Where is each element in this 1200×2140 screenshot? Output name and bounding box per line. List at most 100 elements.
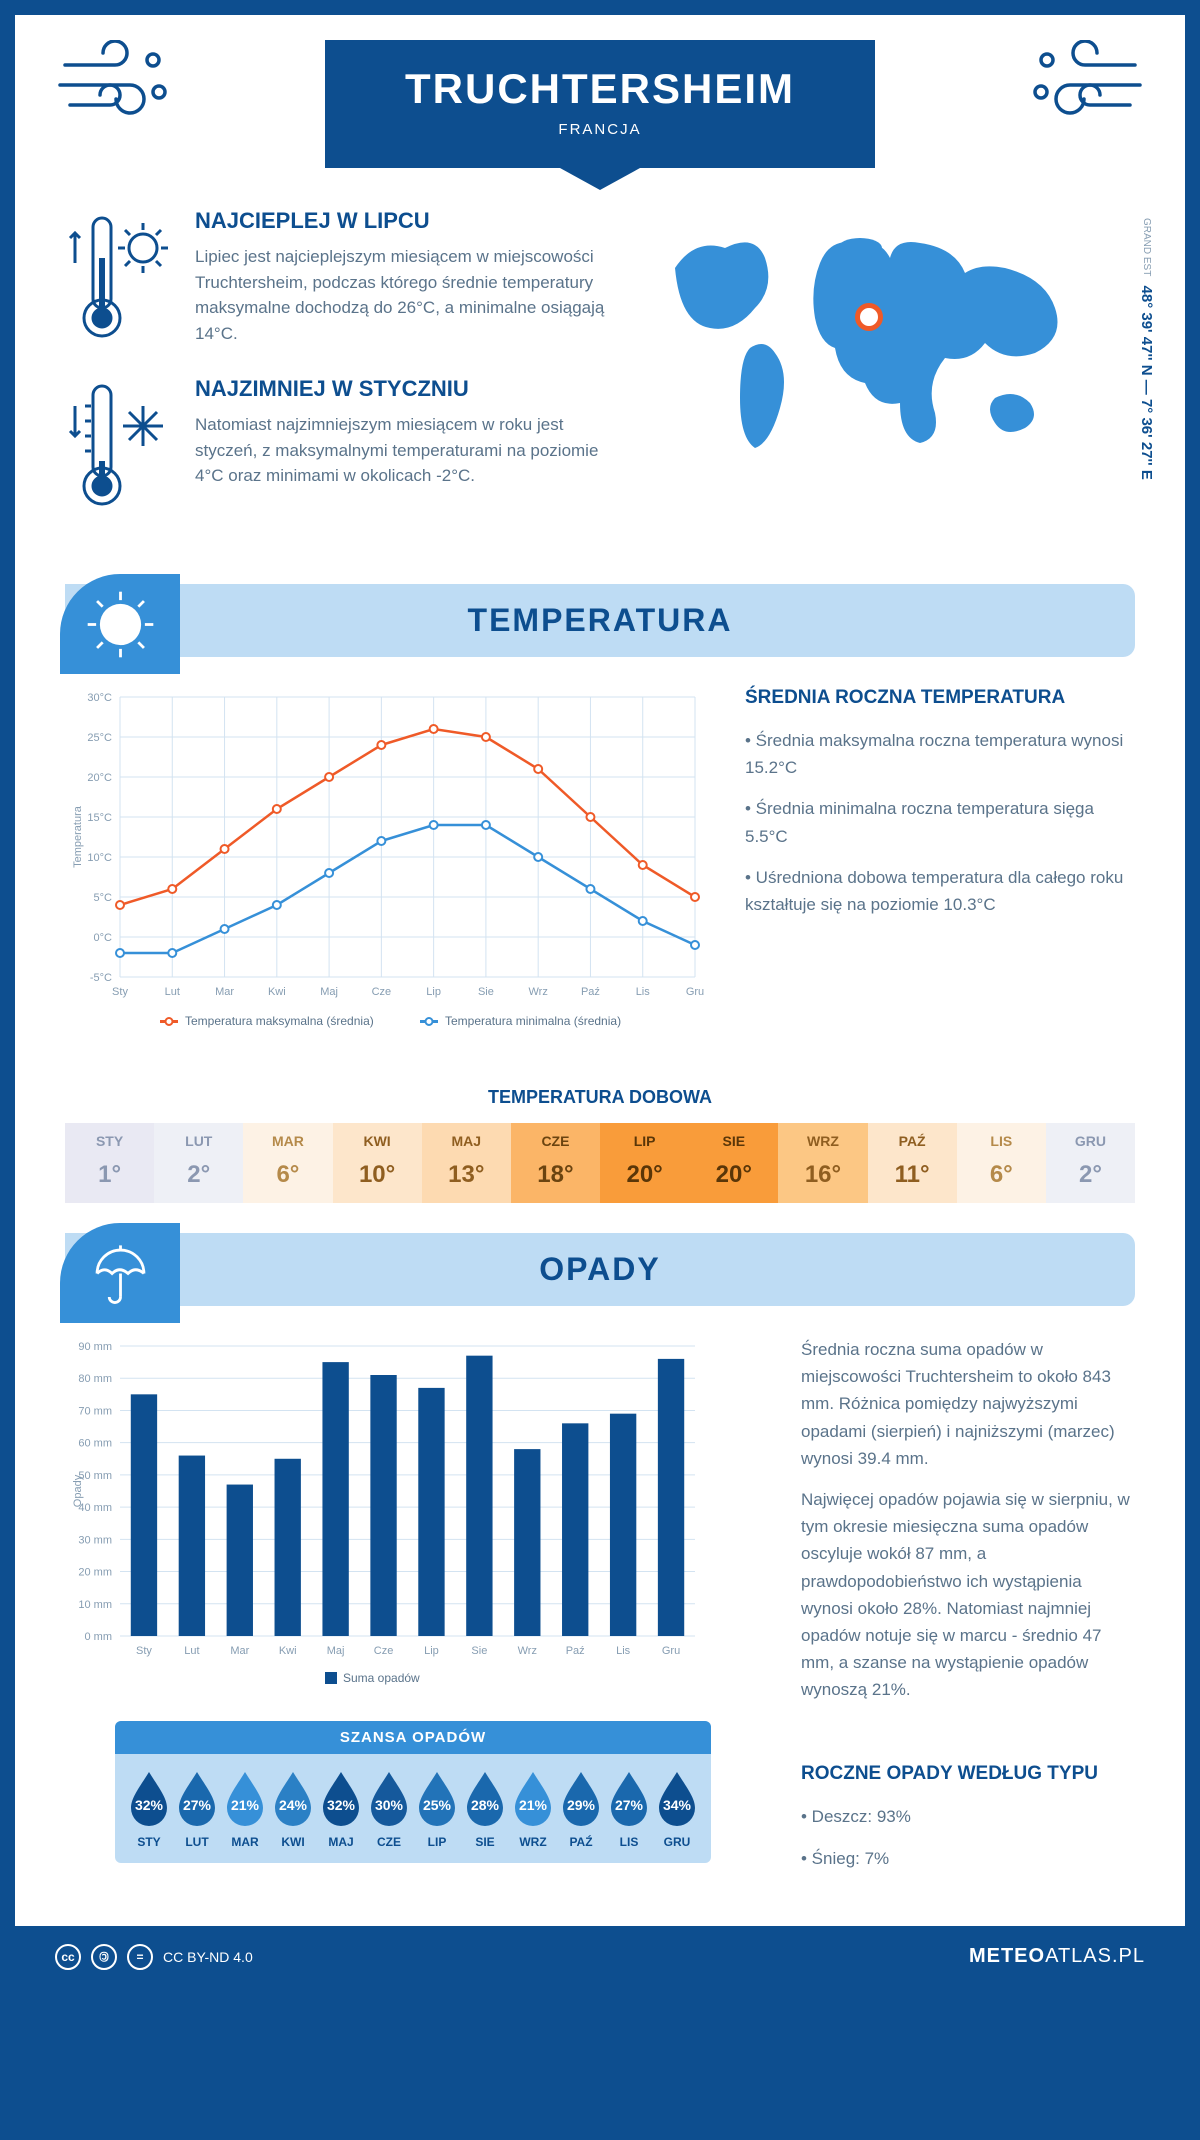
svg-text:25%: 25%	[423, 1797, 452, 1813]
daily-temp-cell: STY1°	[65, 1123, 154, 1203]
svg-text:25°C: 25°C	[87, 732, 112, 744]
svg-text:-5°C: -5°C	[90, 972, 112, 984]
svg-text:Temperatura maksymalna (średni: Temperatura maksymalna (średnia)	[185, 1014, 374, 1028]
temperature-line-chart: -5°C 0°C 5°C 10°C 15°C 20°C 25°C 30°C Sty Lut Mar K…	[65, 687, 705, 1047]
daily-temp-cell: CZE18°	[511, 1123, 600, 1203]
title-banner: TRUCHTERSHEIM FRANCJA	[325, 40, 875, 168]
precip-chance-drop: 27%LUT	[173, 1768, 221, 1849]
svg-text:0 mm: 0 mm	[85, 1631, 113, 1643]
precip-type-title: ROCZNE OPADY WEDŁUG TYPU	[801, 1763, 1135, 1785]
temp-bullet: • Średnia maksymalna roczna temperatura …	[745, 727, 1135, 781]
svg-text:Kwi: Kwi	[268, 986, 286, 998]
svg-text:24%: 24%	[279, 1797, 308, 1813]
precip-chance-title: SZANSA OPADÓW	[115, 1721, 711, 1754]
precip-chance-drop: 34%GRU	[653, 1768, 701, 1849]
daily-temp-cell: MAJ13°	[422, 1123, 511, 1203]
svg-text:32%: 32%	[135, 1797, 164, 1813]
svg-text:28%: 28%	[471, 1797, 500, 1813]
svg-text:Gru: Gru	[686, 986, 704, 998]
svg-text:27%: 27%	[615, 1797, 644, 1813]
precip-chance-drop: 27%LIS	[605, 1768, 653, 1849]
sun-icon	[83, 587, 158, 662]
svg-text:10°C: 10°C	[87, 852, 112, 864]
precip-para-2: Najwięcej opadów pojawia się w sierpniu,…	[801, 1486, 1135, 1704]
coldest-text: Natomiast najzimniejszym miesiącem w rok…	[195, 412, 625, 489]
coordinates: GRAND EST 48° 39' 47'' N — 7° 36' 27'' E	[1138, 218, 1155, 480]
daily-temp-cell: PAŹ11°	[868, 1123, 957, 1203]
svg-text:Maj: Maj	[327, 1645, 345, 1657]
by-icon: 🄯	[91, 1944, 117, 1970]
precip-chance-drop: 32%STY	[125, 1768, 173, 1849]
svg-text:29%: 29%	[567, 1797, 596, 1813]
umbrella-icon	[83, 1236, 158, 1311]
wind-icon	[1025, 40, 1145, 130]
svg-text:80 mm: 80 mm	[78, 1373, 112, 1385]
svg-text:5°C: 5°C	[94, 892, 113, 904]
thermometer-sun-icon	[65, 208, 175, 348]
svg-text:Lis: Lis	[636, 986, 651, 998]
precip-banner: OPADY	[65, 1233, 1135, 1306]
svg-text:Mar: Mar	[215, 986, 234, 998]
svg-text:Lip: Lip	[424, 1645, 439, 1657]
temperature-banner: TEMPERATURA	[65, 584, 1135, 657]
svg-text:Temperatura: Temperatura	[72, 805, 84, 868]
svg-text:Mar: Mar	[230, 1645, 249, 1657]
svg-text:Maj: Maj	[320, 986, 338, 998]
temp-bullet: • Uśredniona dobowa temperatura dla całe…	[745, 864, 1135, 918]
svg-text:15°C: 15°C	[87, 812, 112, 824]
daily-temp-cell: LIP20°	[600, 1123, 689, 1203]
svg-text:30%: 30%	[375, 1797, 404, 1813]
city-title: TRUCHTERSHEIM	[405, 65, 795, 113]
svg-text:Gru: Gru	[662, 1645, 680, 1657]
precip-para-1: Średnia roczna suma opadów w miejscowośc…	[801, 1336, 1135, 1472]
svg-text:20 mm: 20 mm	[78, 1567, 112, 1579]
coldest-title: NAJZIMNIEJ W STYCZNIU	[195, 376, 625, 402]
precip-chance-drop: 30%CZE	[365, 1768, 413, 1849]
svg-text:Wrz: Wrz	[518, 1645, 537, 1657]
svg-text:Cze: Cze	[372, 986, 392, 998]
thermometer-snow-icon	[65, 376, 175, 516]
daily-temp-cell: SIE20°	[689, 1123, 778, 1203]
precip-chance-drop: 28%SIE	[461, 1768, 509, 1849]
svg-text:Lut: Lut	[184, 1645, 199, 1657]
svg-text:21%: 21%	[231, 1797, 260, 1813]
precip-chance-drop: 25%LIP	[413, 1768, 461, 1849]
country-label: FRANCJA	[405, 121, 795, 138]
svg-text:Suma opadów: Suma opadów	[343, 1671, 420, 1685]
world-map: GRAND EST 48° 39' 47'' N — 7° 36' 27'' E	[655, 208, 1135, 544]
svg-text:34%: 34%	[663, 1797, 692, 1813]
svg-text:70 mm: 70 mm	[78, 1405, 112, 1417]
svg-text:Lip: Lip	[426, 986, 441, 998]
svg-text:Wrz: Wrz	[529, 986, 548, 998]
daily-temp-title: TEMPERATURA DOBOWA	[15, 1087, 1185, 1108]
precip-chance-panel: SZANSA OPADÓW 32%STY27%LUT21%MAR24%KWI32…	[115, 1721, 711, 1863]
warmest-title: NAJCIEPLEJ W LIPCU	[195, 208, 625, 234]
nd-icon: =	[127, 1944, 153, 1970]
svg-text:30°C: 30°C	[87, 692, 112, 704]
svg-text:Sie: Sie	[478, 986, 494, 998]
daily-temp-cell: WRZ16°	[778, 1123, 867, 1203]
svg-text:Opady: Opady	[72, 1474, 84, 1507]
precip-chance-drop: 21%WRZ	[509, 1768, 557, 1849]
daily-temp-table: STY1°LUT2°MAR6°KWI10°MAJ13°CZE18°LIP20°S…	[65, 1123, 1135, 1203]
svg-text:10 mm: 10 mm	[78, 1599, 112, 1611]
warmest-text: Lipiec jest najcieplejszym miesiącem w m…	[195, 244, 625, 346]
daily-temp-cell: KWI10°	[333, 1123, 422, 1203]
temp-bullet: • Średnia minimalna roczna temperatura s…	[745, 795, 1135, 849]
precip-type-bullet: • Deszcz: 93%	[801, 1803, 1135, 1830]
svg-text:Sty: Sty	[112, 986, 128, 998]
svg-text:Temperatura minimalna (średnia: Temperatura minimalna (średnia)	[445, 1014, 621, 1028]
daily-temp-cell: GRU2°	[1046, 1123, 1135, 1203]
svg-text:32%: 32%	[327, 1797, 356, 1813]
temperature-title: TEMPERATURA	[65, 602, 1135, 639]
coldest-block: NAJZIMNIEJ W STYCZNIU Natomiast najzimni…	[65, 376, 625, 516]
wind-icon	[55, 40, 175, 130]
svg-text:Sie: Sie	[471, 1645, 487, 1657]
precip-title: OPADY	[65, 1251, 1135, 1288]
svg-text:20°C: 20°C	[87, 772, 112, 784]
svg-text:Lut: Lut	[165, 986, 180, 998]
svg-text:27%: 27%	[183, 1797, 212, 1813]
svg-text:0°C: 0°C	[94, 932, 113, 944]
svg-text:Sty: Sty	[136, 1645, 152, 1657]
temp-side-title: ŚREDNIA ROCZNA TEMPERATURA	[745, 687, 1135, 709]
